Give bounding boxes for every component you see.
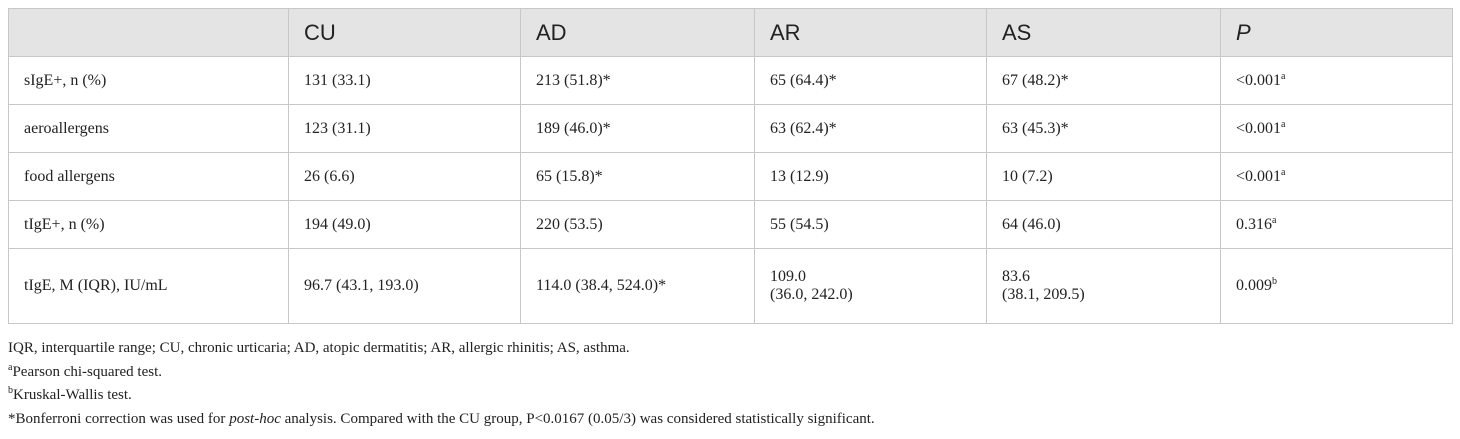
cell-text: 65 (15.8)* [536,167,603,185]
row-label: food allergens [8,152,289,201]
table-cell: 0.009b [1220,248,1453,324]
cell-text: 213 (51.8)* [536,71,611,89]
table-cell: 64 (46.0) [986,200,1221,249]
footnote-text: analysis. Compared with the CU group, P<… [280,410,875,427]
cell-text: 0.009 [1236,277,1272,294]
cell-text: 114.0 (38.4, 524.0)* [536,277,667,294]
table-cell: 83.6 (38.1, 209.5) [986,248,1221,324]
footnotes: IQR, interquartile range; CU, chronic ur… [8,337,875,431]
header-cell: AR [754,8,987,57]
table-cell: 55 (54.5) [754,200,987,249]
header-row: CU AD AR AS P [8,8,1453,57]
cell-text: 123 (31.1) [304,119,371,137]
cell-text: 220 (53.5) [536,215,603,233]
cell-text: 194 (49.0) [304,215,371,233]
table-cell: 131 (33.1) [288,56,521,105]
cell-text: 189 (46.0)* [536,119,611,137]
cell-text: 96.7 (43.1, 193.0) [304,277,419,294]
table-cell: 123 (31.1) [288,104,521,153]
cell-text: 63 (62.4)* [770,119,837,137]
cell-text: 63 (45.3)* [1002,119,1069,137]
footnote: bKruskal-Wallis test. [8,384,875,408]
cell-superscript: a [1272,214,1277,226]
footnote-italic: post-hoc [229,410,281,427]
footnote-marker: b [8,385,13,396]
row-label: tIgE+, n (%) [8,200,289,249]
table-row: tIgE, M (IQR), IU/mL 96.7 (43.1, 193.0) 11… [8,248,1453,324]
row-label: sIgE+, n (%) [8,56,289,105]
table-cell: 10 (7.2) [986,152,1221,201]
header-cell: CU [288,8,521,57]
header-cell [8,8,289,57]
table-cell: 114.0 (38.4, 524.0)* [520,248,755,324]
table-cell: 65 (15.8)* [520,152,755,201]
table-row: sIgE+, n (%) 131 (33.1) 213 (51.8)* 65 (64.… [8,56,1453,105]
table-cell: 213 (51.8)* [520,56,755,105]
table-cell: 63 (45.3)* [986,104,1221,153]
table-cell: <0.001a [1220,104,1453,153]
table-cell: 194 (49.0) [288,200,521,249]
cell-text: 131 (33.1) [304,71,371,89]
footnote-text: Kruskal-Wallis test. [13,387,132,403]
table-cell: 67 (48.2)* [986,56,1221,105]
table-cell: 13 (12.9) [754,152,987,201]
cell-text: 10 (7.2) [1002,167,1053,185]
footnote-marker: a [8,361,13,373]
table-cell: 220 (53.5) [520,200,755,249]
cell-superscript: a [1281,70,1286,82]
table-row: tIgE+, n (%) 194 (49.0) 220 (53.5) 55 (54.5… [8,200,1453,249]
cell-text: <0.001 [1236,71,1282,89]
footnote-text: Pearson chi-squared test. [12,363,162,380]
cell-text: 65 (64.4)* [770,71,837,89]
table-row: aeroallergens 123 (31.1) 189 (46.0)* 63 (62… [8,104,1453,153]
table-cell: 65 (64.4)* [754,56,987,105]
cell-superscript: b [1272,276,1277,287]
cell-line: (36.0, 242.0) [770,286,853,303]
cell-superscript: a [1281,118,1286,130]
row-label: aeroallergens [8,104,289,153]
cell-text: <0.001 [1236,167,1282,185]
table-cell: 0.316a [1220,200,1453,249]
cell-text: 13 (12.9) [770,167,829,185]
cell-text: 0.316 [1236,215,1272,233]
header-cell: P [1220,8,1453,57]
row-label: tIgE, M (IQR), IU/mL [8,248,289,324]
cell-line: 83.6 [1002,268,1030,285]
cell-line: 109.0 [770,268,806,285]
cell-text: 64 (46.0) [1002,215,1061,233]
footnote: IQR, interquartile range; CU, chronic ur… [8,337,875,361]
table-cell: 26 (6.6) [288,152,521,201]
data-table: CU AD AR AS P sIgE+, n (%) 131 (33.1) 213 (51.… [8,8,1453,324]
cell-text: 26 (6.6) [304,167,355,185]
table-cell: 96.7 (43.1, 193.0) [288,248,521,324]
table-row: food allergens 26 (6.6) 65 (15.8)* 13 (12.9… [8,152,1453,201]
table-cell: 63 (62.4)* [754,104,987,153]
cell-text: 67 (48.2)* [1002,71,1069,89]
footnote-text: *Bonferroni correction was used for [8,410,230,427]
cell-line: (38.1, 209.5) [1002,286,1085,303]
cell-text: 55 (54.5) [770,215,829,233]
table-cell: 109.0 (36.0, 242.0) [754,248,987,324]
cell-superscript: a [1281,166,1286,178]
footnote: *Bonferroni correction was used for post… [8,408,875,432]
table-cell: <0.001a [1220,56,1453,105]
table-cell: <0.001a [1220,152,1453,201]
footnote: aPearson chi-squared test. [8,361,875,385]
cell-text: <0.001 [1236,119,1282,137]
table-cell: 189 (46.0)* [520,104,755,153]
header-cell: AD [520,8,755,57]
header-cell: AS [986,8,1221,57]
footnote-text: IQR, interquartile range; CU, chronic ur… [8,340,630,356]
